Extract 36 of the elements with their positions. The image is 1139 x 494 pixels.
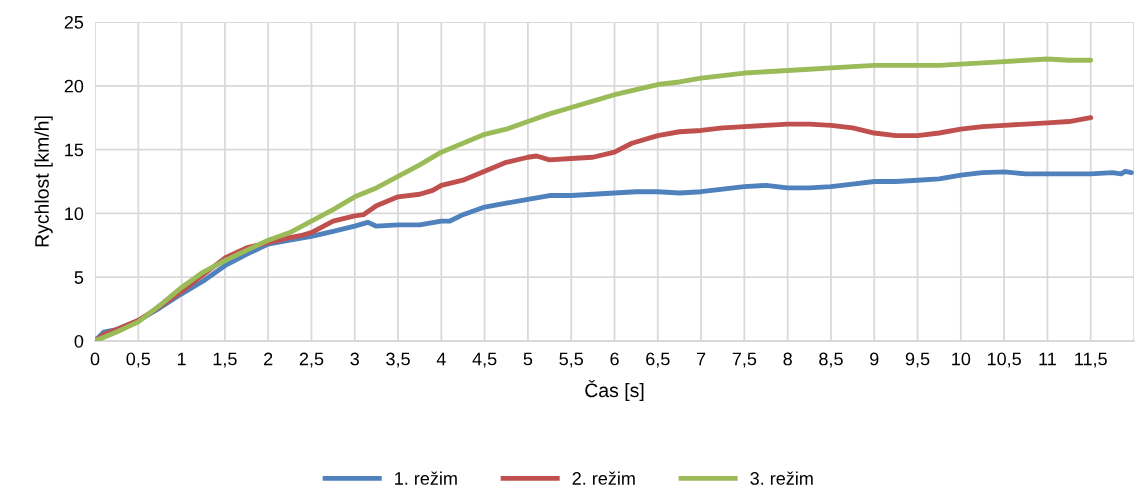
x-tick-label: 8	[783, 352, 792, 366]
x-tick-label: 3	[350, 352, 359, 366]
y-tick-label: 5	[74, 271, 84, 284]
x-tick-label: 5,5	[559, 352, 583, 368]
y-tick-label: 0	[74, 334, 84, 348]
y-axis-title: Rychlost [km/h]	[34, 116, 53, 247]
x-tick-label: 7	[696, 352, 706, 366]
x-tick-label: 2	[264, 352, 273, 366]
y-tick-label: 10	[65, 207, 84, 221]
line-series	[95, 56, 1094, 341]
x-tick-label: 2,5	[299, 352, 324, 368]
x-tick-label: 8,5	[819, 352, 843, 368]
x-tick-label: 0	[90, 352, 100, 366]
x-tick-label: 4,5	[472, 352, 497, 368]
x-tick-label: 4	[436, 352, 446, 366]
y-tick-label: 25	[64, 15, 84, 29]
legend-label: 1. režim	[395, 471, 457, 485]
x-tick-label: 11,5	[1075, 352, 1107, 368]
x-tick-label: 1,5	[213, 352, 237, 368]
x-tick-label: 0,5	[126, 352, 151, 368]
x-tick-label: 6,5	[646, 352, 670, 368]
y-tick-label: 15	[65, 143, 84, 157]
x-tick-label: 6	[610, 352, 619, 366]
x-tick-label: 1	[177, 352, 186, 366]
x-tick-label: 7,5	[732, 352, 757, 368]
legend-label: 3. režim	[750, 471, 813, 485]
x-tick-label: 5	[523, 352, 533, 366]
x-axis-title: Čas [s]	[585, 380, 644, 402]
x-tick-label: 10	[952, 352, 971, 366]
x-tick-label: 11	[1039, 352, 1056, 366]
x-tick-label: 3,5	[386, 352, 410, 368]
x-tick-label: 10,5	[987, 352, 1021, 368]
y-tick-label: 20	[64, 79, 84, 93]
legend-label: 2. režim	[572, 471, 635, 485]
x-tick-label: 9	[870, 352, 879, 366]
x-tick-label: 9,5	[905, 352, 930, 368]
